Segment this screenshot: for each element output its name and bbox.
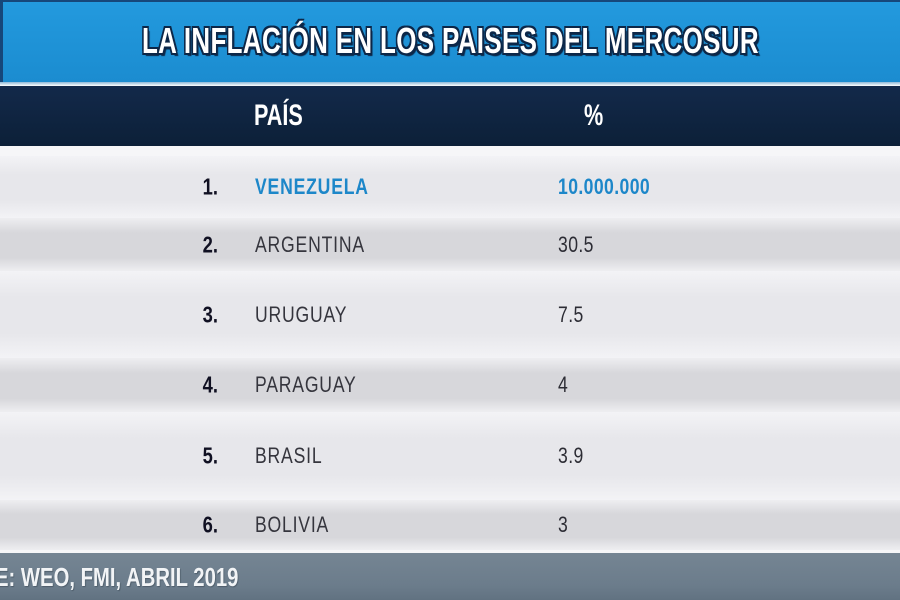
- table-row-brasil: 5. BRASIL 3.9: [0, 412, 900, 500]
- row-rank: 4.: [202, 371, 218, 398]
- column-header-percent: %: [584, 99, 604, 132]
- row-rank: 5.: [202, 442, 218, 469]
- row-rank: 3.: [202, 301, 218, 327]
- header-separator: [0, 82, 900, 86]
- row-country: VENEZUELA: [255, 174, 369, 199]
- table-row-venezuela: 1. VENEZUELA 10.000.000: [0, 156, 900, 218]
- table-row-argentina: 2. ARGENTINA 30.5: [0, 218, 900, 271]
- row-rank: 2.: [202, 231, 218, 257]
- row-rank: 6.: [202, 511, 218, 538]
- row-value: 3.9: [558, 443, 584, 468]
- table-row-uruguay: 3. URUGUAY 7.5: [0, 271, 900, 358]
- row-rank: 1.: [202, 173, 218, 200]
- title-bar: LA INFLACIÓN EN LOS PAISES DEL MERCOSUR: [0, 0, 900, 82]
- row-country: URUGUAY: [255, 301, 348, 327]
- page-title: LA INFLACIÓN EN LOS PAISES DEL MERCOSUR: [141, 20, 759, 61]
- row-country: BOLIVIA: [255, 512, 330, 537]
- row-value: 10.000.000: [558, 174, 651, 199]
- row-value: 30.5: [558, 231, 594, 257]
- source-text: E: WEO, FMI, ABRIL 2019: [0, 562, 239, 592]
- source-bar: E: WEO, FMI, ABRIL 2019: [0, 553, 900, 600]
- row-value: 4: [558, 372, 569, 397]
- row-value: 3: [558, 512, 569, 537]
- row-country: BRASIL: [255, 443, 323, 468]
- table-header-row: PAÍS %: [0, 86, 900, 146]
- row-value: 7.5: [558, 301, 584, 327]
- column-header-country: PAÍS: [254, 99, 303, 132]
- table-row-paraguay: 4. PARAGUAY 4: [0, 358, 900, 412]
- row-country: PARAGUAY: [255, 372, 357, 397]
- table-body: 1. VENEZUELA 10.000.000 2. ARGENTINA 30.…: [0, 156, 900, 550]
- row-country: ARGENTINA: [255, 231, 365, 257]
- table-row-bolivia: 6. BOLIVIA 3: [0, 500, 900, 550]
